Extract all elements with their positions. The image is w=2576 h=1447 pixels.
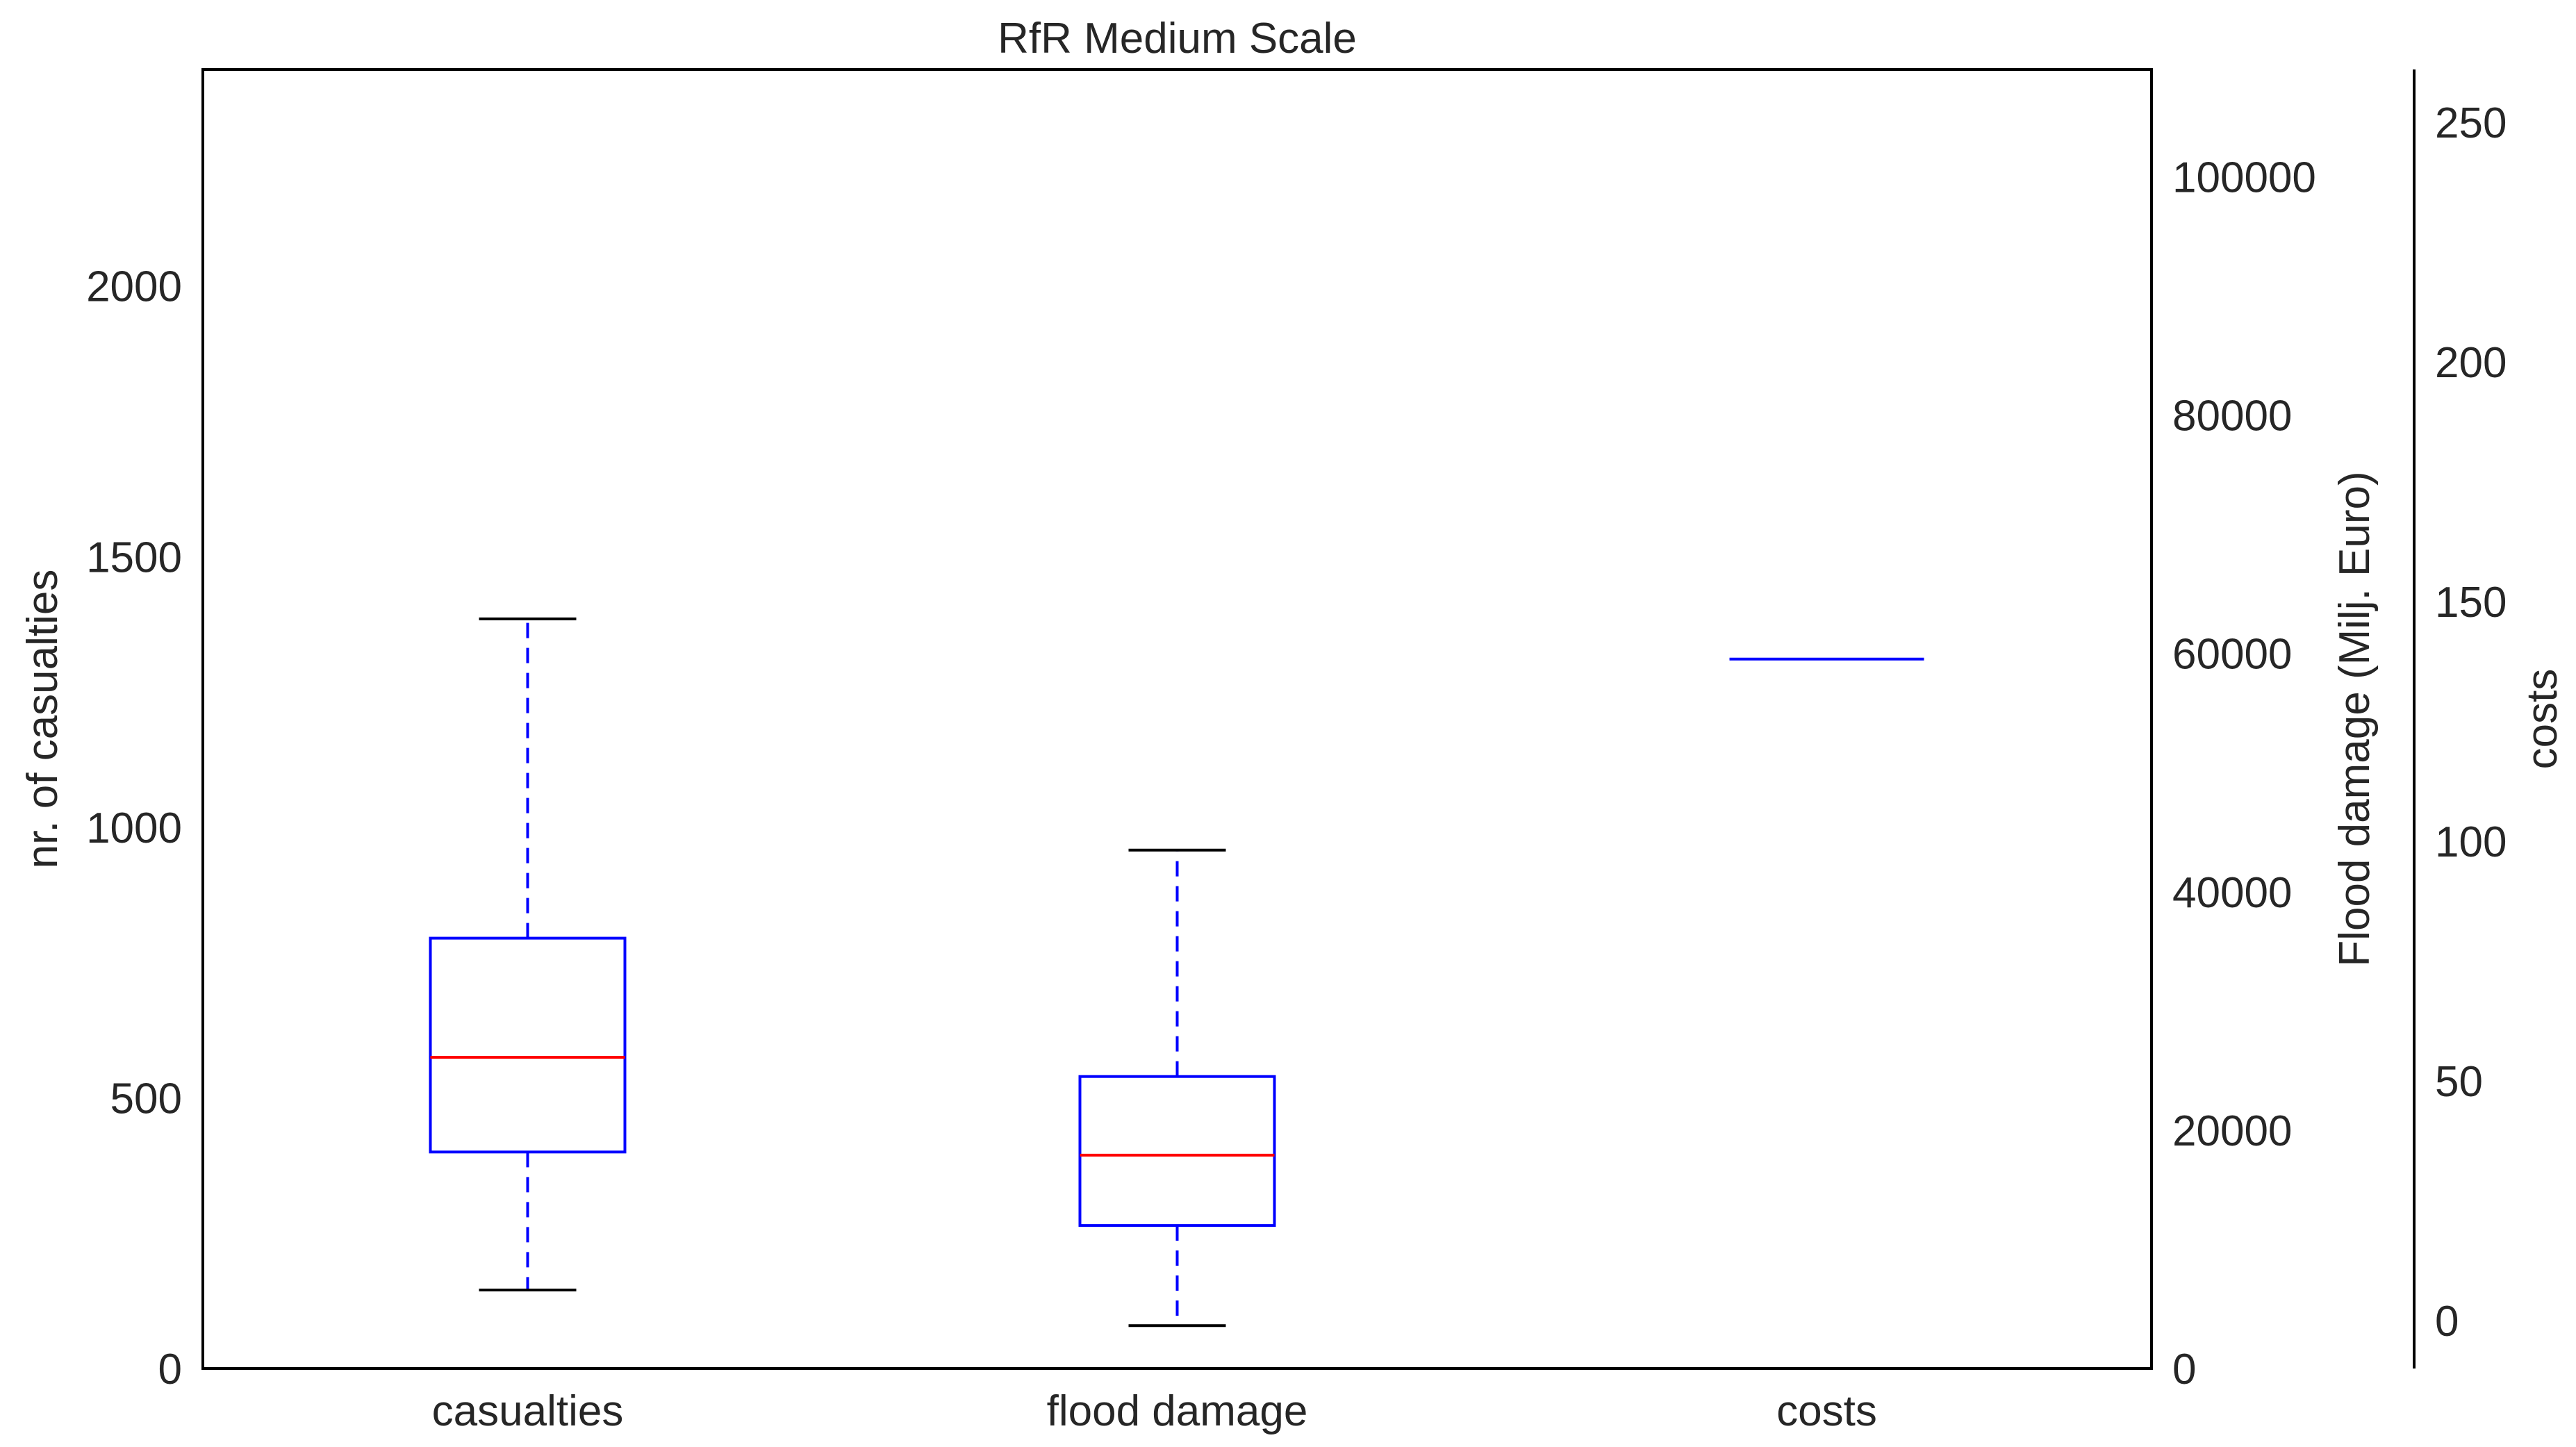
casualties-tick-label: 2000 (86, 263, 182, 311)
costs-tick-label: 50 (2435, 1058, 2483, 1106)
axes-frame (201, 68, 2416, 1370)
casualties-tick-label: 1000 (86, 804, 182, 852)
costs-tick-label: 150 (2435, 579, 2507, 627)
plot-frame (201, 68, 2153, 1370)
casualties-tick-label: 0 (158, 1346, 182, 1394)
box-series (429, 617, 1924, 1328)
casualties-tick-label: 500 (110, 1075, 182, 1123)
iqr-box (1078, 1075, 1276, 1227)
costs-tick-label: 0 (2435, 1298, 2459, 1346)
flood-damage-tick-label: 80000 (2172, 392, 2292, 440)
flood-damage-axis-label: Flood damage (Milj. Euro) (2331, 471, 2379, 966)
casualties-tick-label: 1500 (86, 534, 182, 581)
x-tick-label: casualties (432, 1387, 624, 1435)
x-tick-label: costs (1776, 1387, 1877, 1435)
box-flood-damage (1078, 848, 1276, 1328)
flood-damage-tick-label: 20000 (2172, 1107, 2292, 1155)
casualties-axis-label: nr. of casualties (19, 570, 67, 869)
iqr-box (429, 936, 627, 1154)
flood-damage-tick-label: 60000 (2172, 631, 2292, 679)
axis-labels: nr. of casualties Flood damage (Milj. Eur… (19, 471, 2566, 966)
flood-damage-tick-label: 0 (2172, 1346, 2196, 1394)
costs-axis-label: costs (2518, 669, 2566, 770)
costs-tick-label: 100 (2435, 818, 2507, 866)
costs-tick-label: 250 (2435, 99, 2507, 147)
x-tick-label: flood damage (1047, 1387, 1308, 1435)
chart-title: RfR Medium Scale (998, 15, 1357, 63)
costs-tick-label: 200 (2435, 339, 2507, 387)
box-casualties (429, 617, 627, 1292)
flood-damage-tick-label: 40000 (2172, 869, 2292, 917)
tick-labels: 0500100015002000020000400006000080000100… (86, 99, 2507, 1435)
flood-damage-tick-label: 100000 (2172, 154, 2316, 201)
